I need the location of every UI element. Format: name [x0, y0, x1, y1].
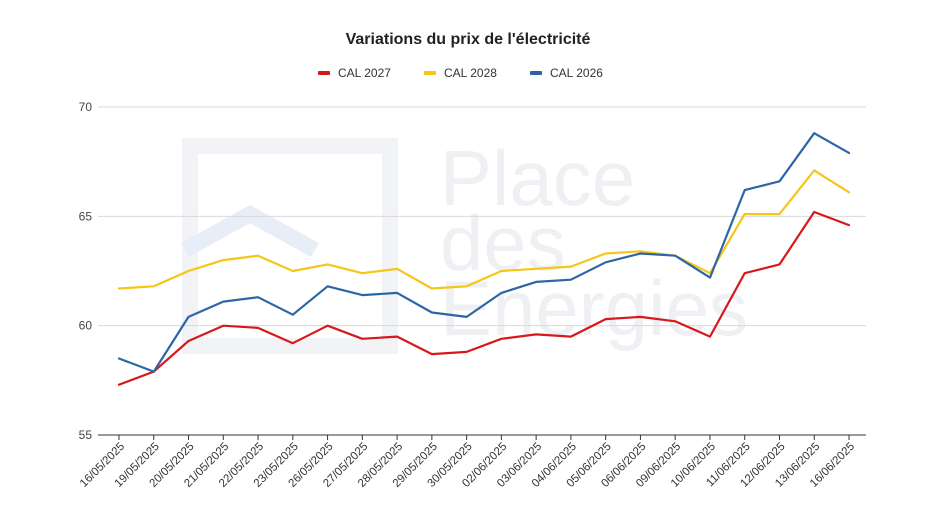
watermark-line-3: Energies — [440, 264, 748, 352]
watermark-line-2: des — [440, 199, 566, 287]
watermark-frame — [182, 138, 398, 354]
chart-title: Variations du prix de l'électricité — [346, 31, 591, 48]
y-tick-label: 70 — [79, 100, 93, 114]
watermark-roof-icon — [181, 204, 319, 257]
series-line-cal-2028 — [117, 169, 851, 290]
legend-label: CAL 2028 — [444, 66, 497, 80]
y-tick-label: 60 — [79, 319, 93, 333]
series-lines — [117, 132, 851, 386]
legend-label: CAL 2026 — [550, 66, 603, 80]
y-tick-label: 65 — [79, 209, 93, 223]
y-tick-label: 55 — [79, 428, 93, 442]
legend: CAL 2027 CAL 2028 CAL 2026 — [318, 66, 603, 80]
watermark-line-1: Place — [440, 134, 635, 222]
legend-swatch — [424, 71, 436, 75]
legend-swatch — [318, 71, 330, 75]
legend-swatch — [530, 71, 542, 75]
legend-label: CAL 2027 — [338, 66, 391, 80]
series-line-cal-2027 — [117, 210, 851, 386]
watermark-logo: Place des Energies — [181, 134, 748, 354]
x-axis: 16/05/202519/05/202520/05/202521/05/2025… — [78, 435, 857, 490]
y-axis: 55 60 65 70 — [79, 100, 93, 442]
series-line-cal-2026 — [117, 132, 851, 373]
